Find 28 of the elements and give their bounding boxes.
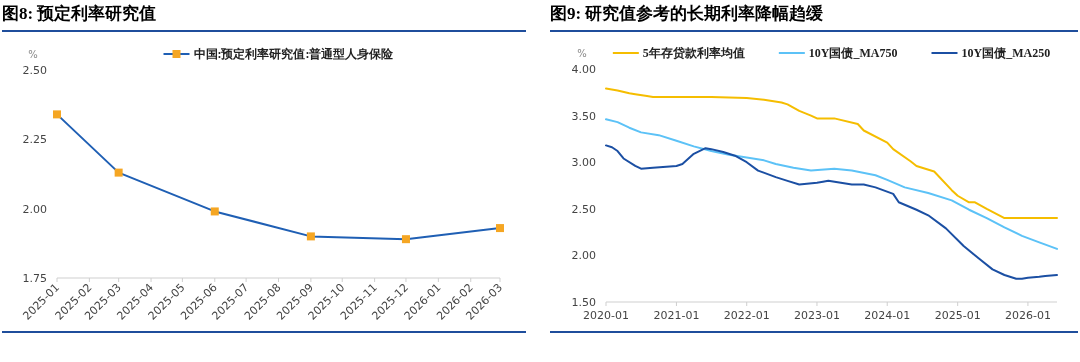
chart-title: 图8: 预定利率研究值 xyxy=(2,4,157,23)
chart-title: 图9: 研究值参考的长期利率降幅趋缓 xyxy=(550,4,825,23)
y-tick-label: 1.50 xyxy=(571,296,596,309)
x-tick-label: 2025-01 xyxy=(934,309,981,322)
line-series xyxy=(605,144,1058,280)
x-tick-label: 2026-01 xyxy=(1004,309,1051,322)
x-tick-label: 2022-01 xyxy=(723,309,770,322)
y-tick-label: 2.50 xyxy=(22,64,47,77)
y-tick-label: 2.25 xyxy=(22,133,47,147)
y-tick-label: 2.50 xyxy=(571,202,596,216)
y-tick-label: 3.00 xyxy=(571,156,596,170)
y-tick-label: 2.00 xyxy=(22,202,47,216)
y-tick-label: 1.75 xyxy=(22,272,47,285)
x-tick-label: 2021-01 xyxy=(653,309,700,322)
legend-label: 中国:预定利率研究值:普通型人身保险 xyxy=(193,47,395,61)
legend-label: 10Y国债_MA250 xyxy=(961,46,1051,60)
legend-label: 5年存贷款利率均值 xyxy=(642,46,745,60)
y-tick-label: 2.00 xyxy=(571,249,596,263)
y-axis-title: % xyxy=(28,49,38,60)
y-axis-title: % xyxy=(577,48,587,59)
y-tick-label: 3.50 xyxy=(571,109,596,123)
x-tick-label: 2024-01 xyxy=(864,309,911,322)
x-tick-label: 2020-01 xyxy=(583,309,629,322)
y-tick-label: 4.00 xyxy=(571,63,596,76)
line-series xyxy=(605,87,1058,220)
legend-label: 10Y国债_MA750 xyxy=(808,46,898,60)
x-tick-label: 2023-01 xyxy=(793,309,840,322)
line-series xyxy=(605,118,1058,250)
